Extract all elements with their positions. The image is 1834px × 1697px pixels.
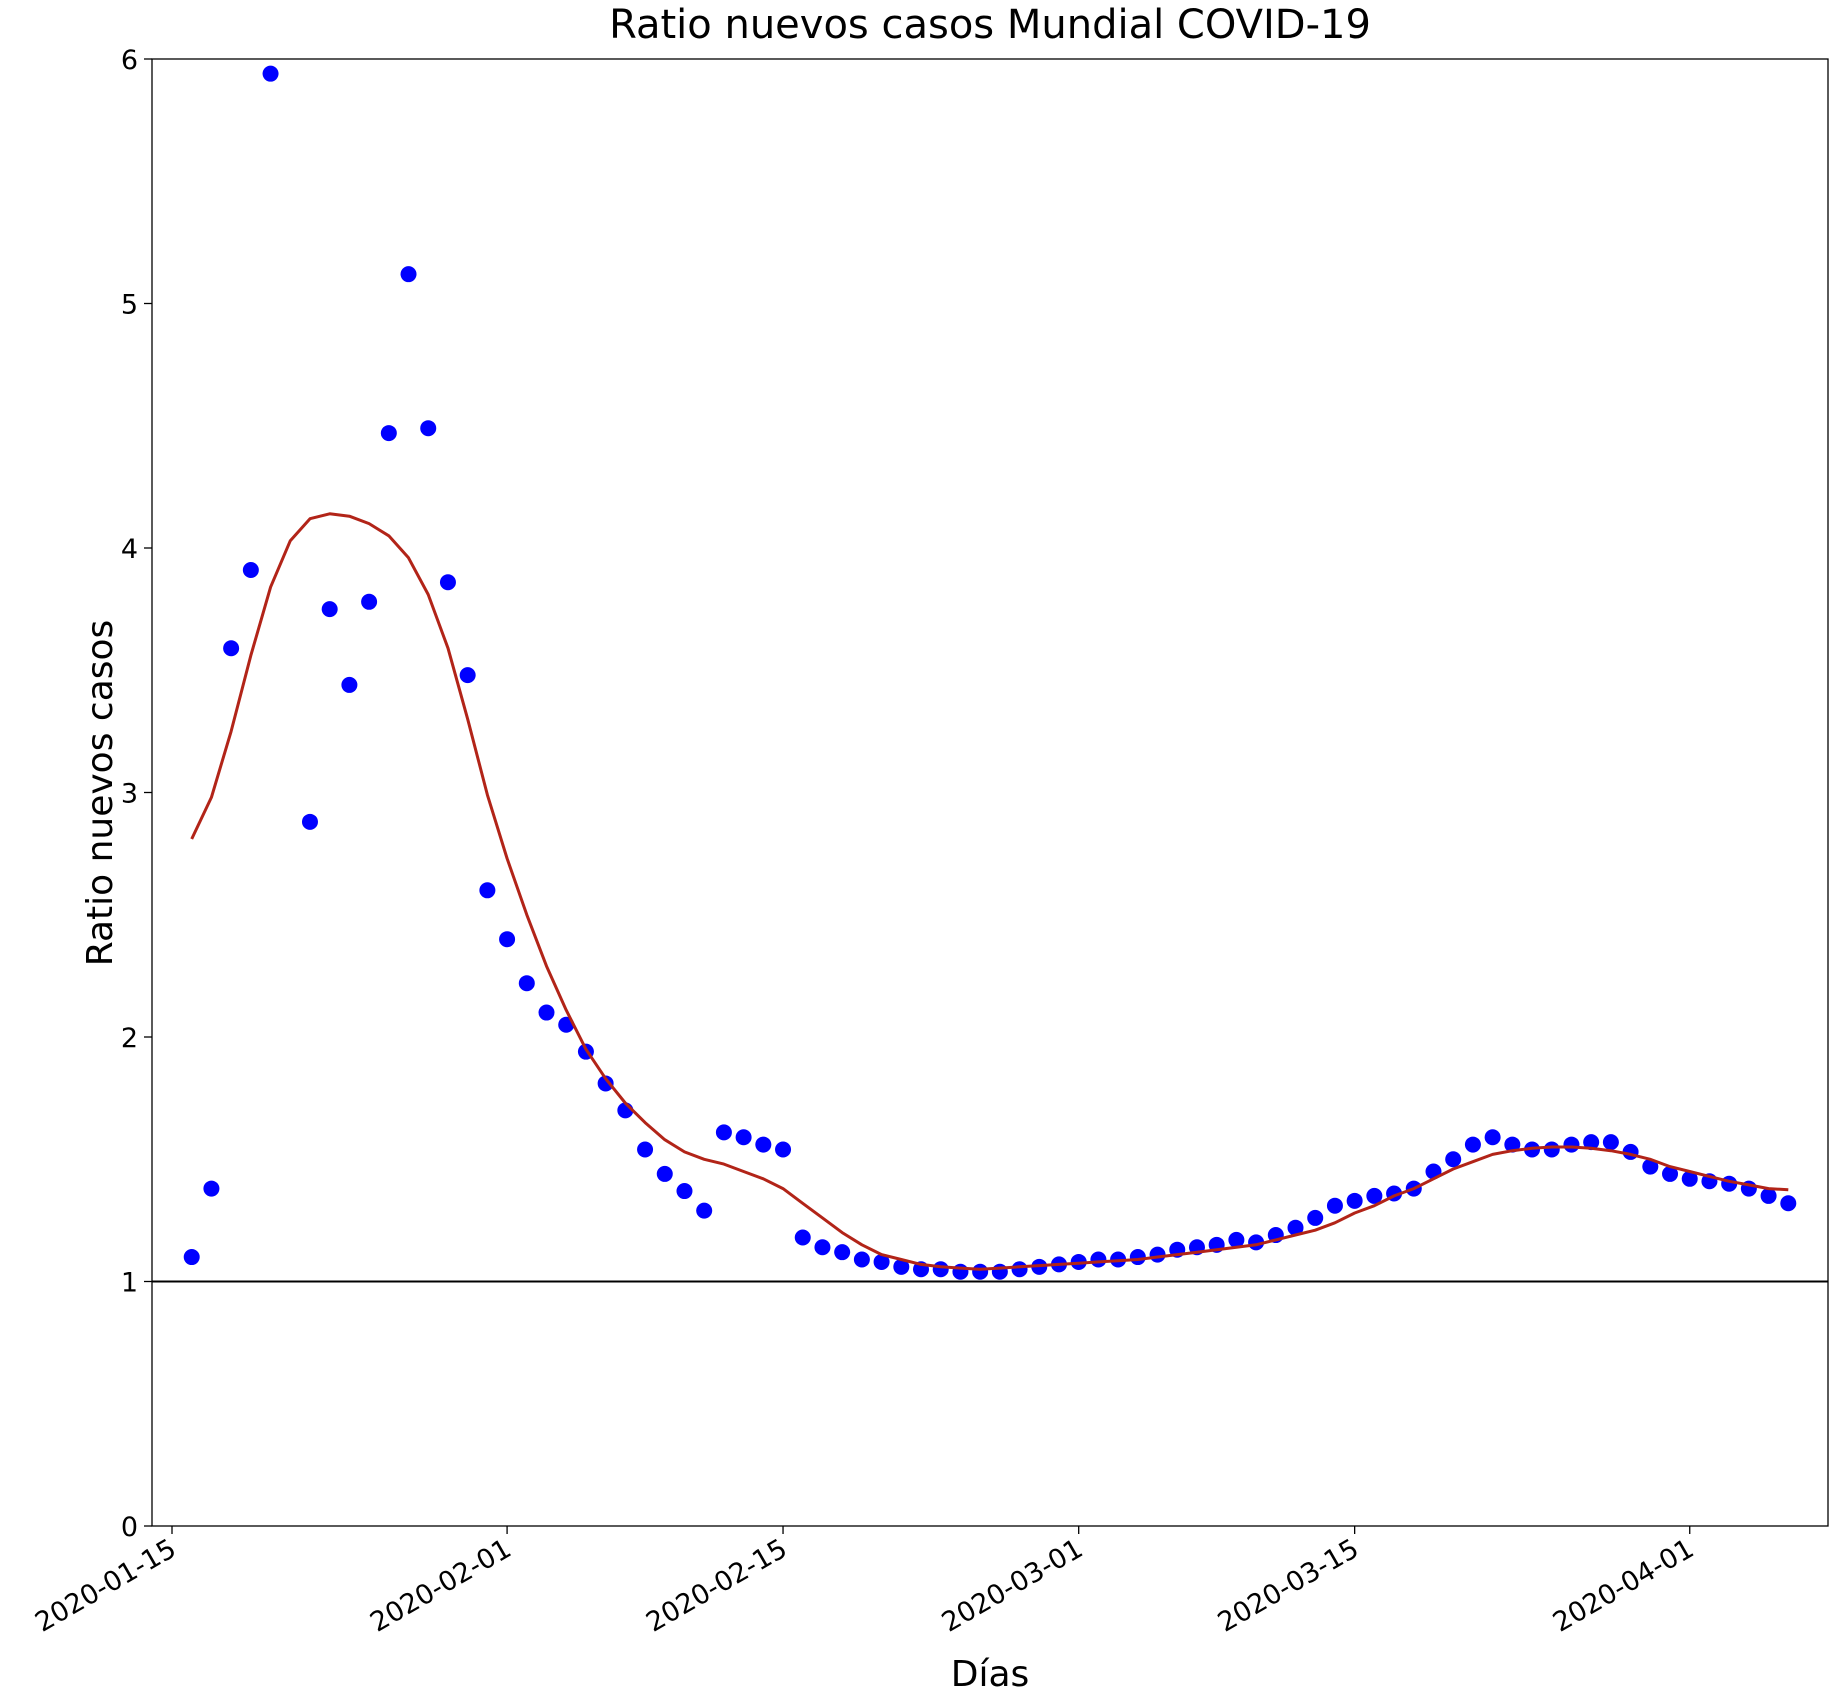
data-point — [1760, 1187, 1777, 1204]
x-tick-label: 2020-02-15 — [641, 1533, 792, 1638]
data-point — [1307, 1209, 1324, 1226]
data-point — [1662, 1165, 1679, 1182]
data-point — [1011, 1261, 1028, 1278]
data-point — [459, 667, 476, 684]
data-point — [1681, 1170, 1698, 1187]
y-axis: 0 1 2 3 4 5 6 — [121, 45, 152, 1543]
data-point — [242, 562, 259, 579]
data-point — [932, 1261, 949, 1278]
data-point — [755, 1136, 772, 1153]
x-tick-label: 2020-01-15 — [30, 1533, 181, 1638]
y-tick-label: 0 — [121, 1512, 138, 1543]
data-point — [991, 1263, 1008, 1280]
y-tick-label: 1 — [121, 1268, 138, 1299]
data-point — [775, 1141, 792, 1158]
data-point — [853, 1251, 870, 1268]
data-point — [1602, 1134, 1619, 1151]
data-point — [321, 601, 338, 618]
data-point — [1504, 1136, 1521, 1153]
data-point — [1780, 1195, 1797, 1212]
data-point — [479, 882, 496, 899]
data-point — [439, 574, 456, 591]
trend-line — [190, 512, 1789, 1271]
data-point — [1543, 1141, 1560, 1158]
x-axis-label: Días — [951, 1654, 1030, 1695]
data-point — [1129, 1249, 1146, 1266]
data-point — [1366, 1187, 1383, 1204]
data-point — [341, 676, 358, 693]
x-tick-label: 2020-03-01 — [937, 1533, 1088, 1638]
data-point — [1326, 1197, 1343, 1214]
data-point — [1287, 1219, 1304, 1236]
data-point — [1149, 1246, 1166, 1263]
data-point — [1484, 1129, 1501, 1146]
data-point — [499, 931, 516, 948]
y-tick-label: 5 — [121, 290, 138, 321]
data-point — [1090, 1251, 1107, 1268]
data-point — [873, 1253, 890, 1270]
data-point — [1228, 1231, 1245, 1248]
data-point — [538, 1004, 555, 1021]
y-axis-label: Ratio nuevos casos — [80, 620, 121, 967]
data-point — [301, 813, 318, 830]
x-tick-label: 2020-04-01 — [1548, 1533, 1699, 1638]
y-tick-label: 4 — [121, 534, 138, 565]
data-point — [676, 1183, 693, 1200]
data-point — [735, 1129, 752, 1146]
data-point — [203, 1180, 220, 1197]
data-point — [518, 975, 535, 992]
data-point — [597, 1075, 614, 1092]
data-point — [361, 593, 378, 610]
data-point — [656, 1165, 673, 1182]
chart-title: Ratio nuevos casos Mundial COVID-19 — [609, 2, 1371, 48]
x-tick-label: 2020-03-15 — [1213, 1533, 1364, 1638]
data-point — [420, 420, 437, 437]
plot-area — [152, 65, 1828, 1283]
data-point — [637, 1141, 654, 1158]
x-axis: 2020-01-15 2020-02-01 2020-02-15 2020-03-01… — [30, 1526, 1699, 1639]
data-point — [380, 425, 397, 442]
x-tick-label: 2020-02-01 — [365, 1533, 516, 1638]
data-point — [400, 266, 417, 283]
data-point — [794, 1229, 811, 1246]
y-tick-label: 6 — [121, 45, 138, 76]
y-tick-label: 2 — [121, 1023, 138, 1054]
data-point — [1464, 1136, 1481, 1153]
data-point — [1642, 1158, 1659, 1175]
data-point — [223, 640, 240, 657]
data-point — [696, 1202, 713, 1219]
data-point — [834, 1244, 851, 1261]
data-point — [814, 1239, 831, 1256]
data-point — [1445, 1151, 1462, 1168]
data-point — [1583, 1134, 1600, 1151]
y-tick-label: 3 — [121, 779, 138, 810]
data-point — [1563, 1136, 1580, 1153]
data-point — [952, 1263, 969, 1280]
data-point — [262, 65, 279, 82]
data-point — [1346, 1192, 1363, 1209]
data-point — [183, 1249, 200, 1266]
data-point — [893, 1258, 910, 1275]
data-point — [715, 1124, 732, 1141]
data-point — [972, 1263, 989, 1280]
